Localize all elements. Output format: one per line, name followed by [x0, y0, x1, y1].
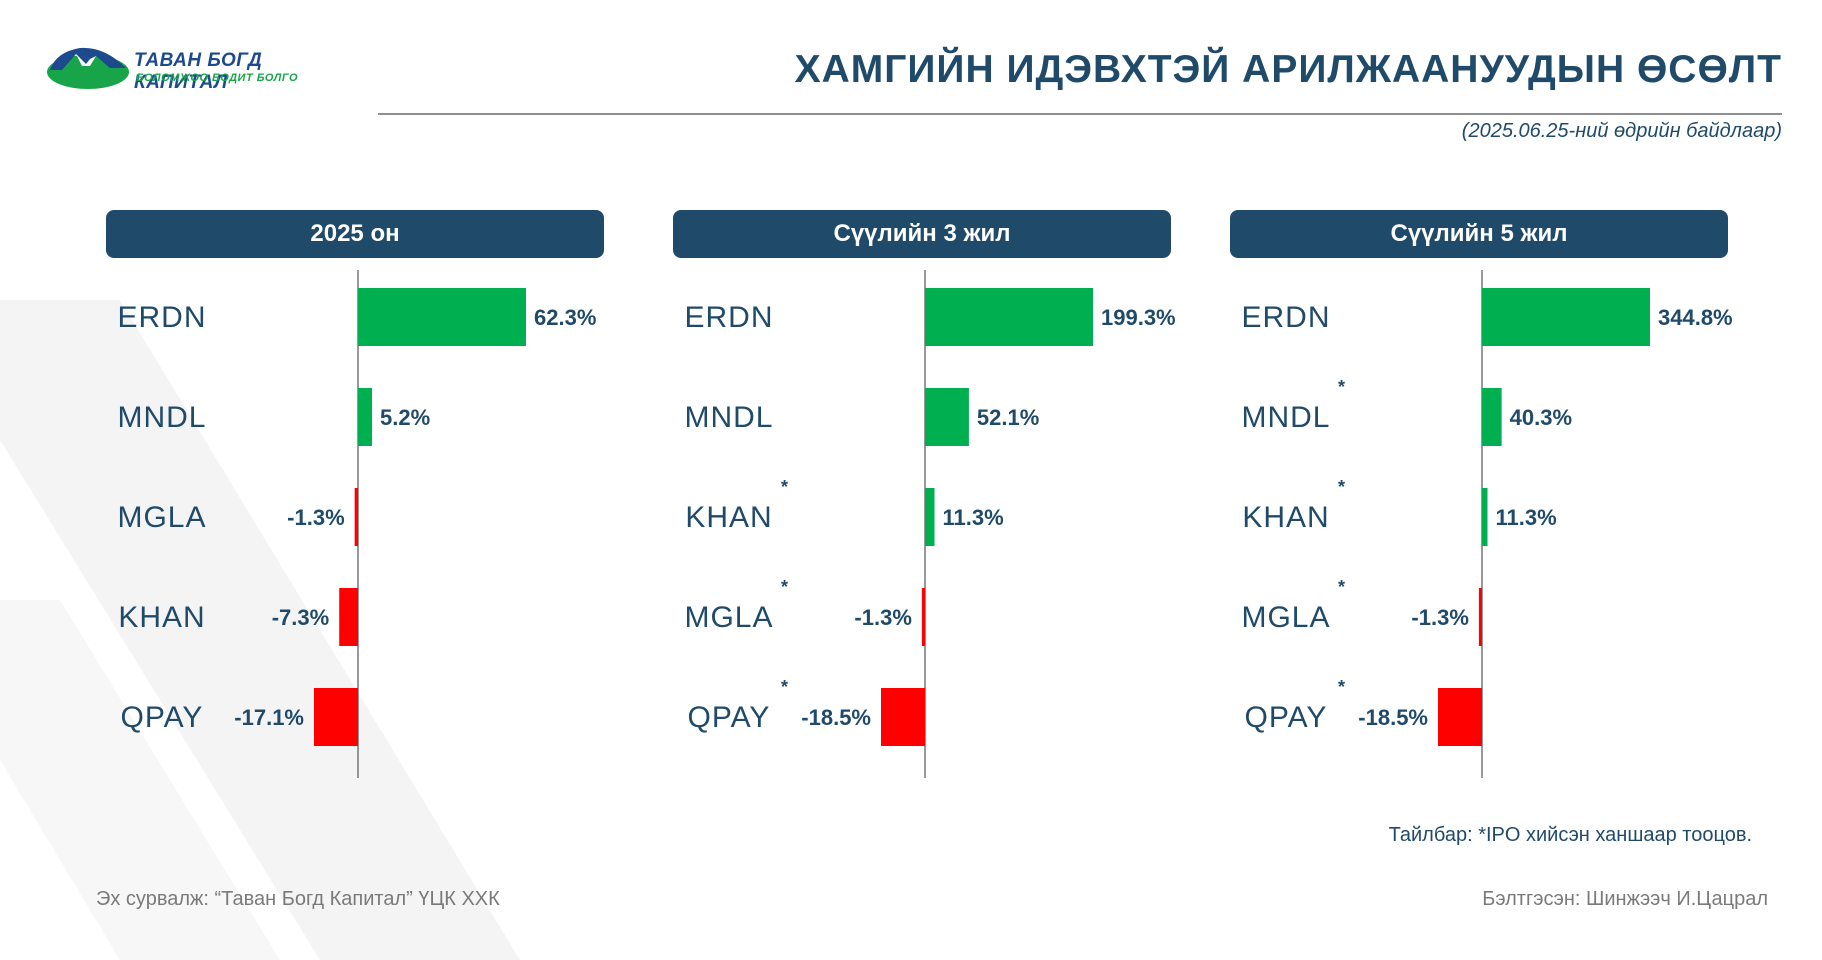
value-label-mndl: 52.1% — [977, 405, 1039, 430]
panel-header-3-years: Сүүлийн 3 жил — [673, 210, 1171, 258]
ipo-footnote: Тайлбар: *IPO хийсэн ханшаар тооцов. — [1388, 824, 1752, 846]
bar-mgla — [354, 488, 358, 546]
ipo-asterisk-khan: * — [1338, 477, 1345, 497]
date-note: (2025.06.25-ний өдрийн байдлаар) — [1461, 120, 1782, 142]
bar-qpay — [314, 688, 358, 746]
category-label-qpay: QPAY — [688, 701, 771, 734]
company-logo: ТАВАН БОГД КАПИТАЛ БОЛОМЖОО БОДИТ БОЛГО — [46, 44, 346, 94]
bar-khan — [925, 488, 935, 546]
value-label-mgla: -1.3% — [854, 605, 911, 630]
category-label-khan: KHAN — [685, 501, 772, 534]
ipo-asterisk-mgla: * — [781, 577, 788, 597]
source-note: Эх сурвалж: “Таван Богд Капитал” ҮЦК ХХК — [96, 888, 500, 910]
value-label-mndl: 5.2% — [380, 405, 430, 430]
category-label-mndl: MNDL — [1241, 401, 1330, 434]
panel-header-2025: 2025 он — [106, 210, 604, 258]
category-label-khan: KHAN — [118, 601, 205, 634]
value-label-erdn: 344.8% — [1658, 305, 1733, 330]
category-label-mgla: MGLA — [684, 601, 773, 634]
ipo-asterisk-mgla: * — [1338, 577, 1345, 597]
prepared-by-note: Бэлтгэсэн: Шинжээч И.Цацрал — [1482, 888, 1768, 910]
bar-chart-2025: ERDN 62.3% MNDL 5.2% MGLA -1.3% KHAN -7.3% QPAY -… — [117, 270, 596, 778]
category-label-erdn: ERDN — [117, 301, 206, 334]
value-label-erdn: 62.3% — [534, 305, 596, 330]
bar-chart-5-years: ERDN 344.8% MNDL * 40.3% KHAN * 11.3% MGLA * -1.3%… — [1241, 270, 1733, 778]
logo-brand-text: ТАВАН БОГД КАПИТАЛ — [134, 50, 263, 93]
bar-qpay — [1438, 688, 1482, 746]
bar-mgla — [1478, 588, 1482, 646]
bar-erdn — [925, 288, 1093, 346]
category-label-qpay: QPAY — [121, 701, 204, 734]
bar-chart-3-years: ERDN 199.3% MNDL 52.1% KHAN * 11.3% MGLA * -1.3% Q… — [684, 270, 1176, 778]
category-label-qpay: QPAY — [1245, 701, 1328, 734]
background-decoration — [0, 300, 520, 960]
bar-erdn — [1482, 288, 1650, 346]
bar-khan — [339, 588, 358, 646]
value-label-erdn: 199.3% — [1101, 305, 1176, 330]
page-title: ХАМГИЙН ИДЭВХТЭЙ АРИЛЖААНУУДЫН ӨСӨЛТ — [794, 48, 1782, 91]
value-label-khan: 11.3% — [943, 505, 1004, 530]
bar-erdn — [358, 288, 526, 346]
value-label-qpay: -18.5% — [801, 705, 871, 730]
panel-header-5-years: Сүүлийн 5 жил — [1230, 210, 1728, 258]
value-label-mgla: -1.3% — [1411, 605, 1468, 630]
category-label-mndl: MNDL — [117, 401, 206, 434]
category-label-mndl: MNDL — [684, 401, 773, 434]
ipo-asterisk-qpay: * — [781, 677, 788, 697]
bar-khan — [1482, 488, 1488, 546]
value-label-khan: -7.3% — [272, 605, 329, 630]
bar-mgla — [921, 588, 925, 646]
bar-qpay — [881, 688, 925, 746]
bar-mndl — [1482, 388, 1502, 446]
value-label-qpay: -17.1% — [234, 705, 304, 730]
bar-mndl — [925, 388, 969, 446]
value-label-mndl: 40.3% — [1510, 405, 1572, 430]
bar-mndl — [358, 388, 373, 446]
value-label-mgla: -1.3% — [287, 505, 344, 530]
value-label-khan: 11.3% — [1496, 505, 1557, 530]
category-label-khan: KHAN — [1242, 501, 1329, 534]
category-label-erdn: ERDN — [684, 301, 773, 334]
ipo-asterisk-qpay: * — [1338, 677, 1345, 697]
category-label-mgla: MGLA — [1241, 601, 1330, 634]
ipo-asterisk-mndl: * — [1338, 377, 1345, 397]
value-label-qpay: -18.5% — [1358, 705, 1428, 730]
logo-tagline: БОЛОМЖОО БОДИТ БОЛГО — [136, 72, 299, 84]
ipo-asterisk-khan: * — [781, 477, 788, 497]
category-label-mgla: MGLA — [117, 501, 206, 534]
mountain-logo-icon — [47, 47, 129, 89]
category-label-erdn: ERDN — [1241, 301, 1330, 334]
title-divider — [378, 113, 1782, 115]
